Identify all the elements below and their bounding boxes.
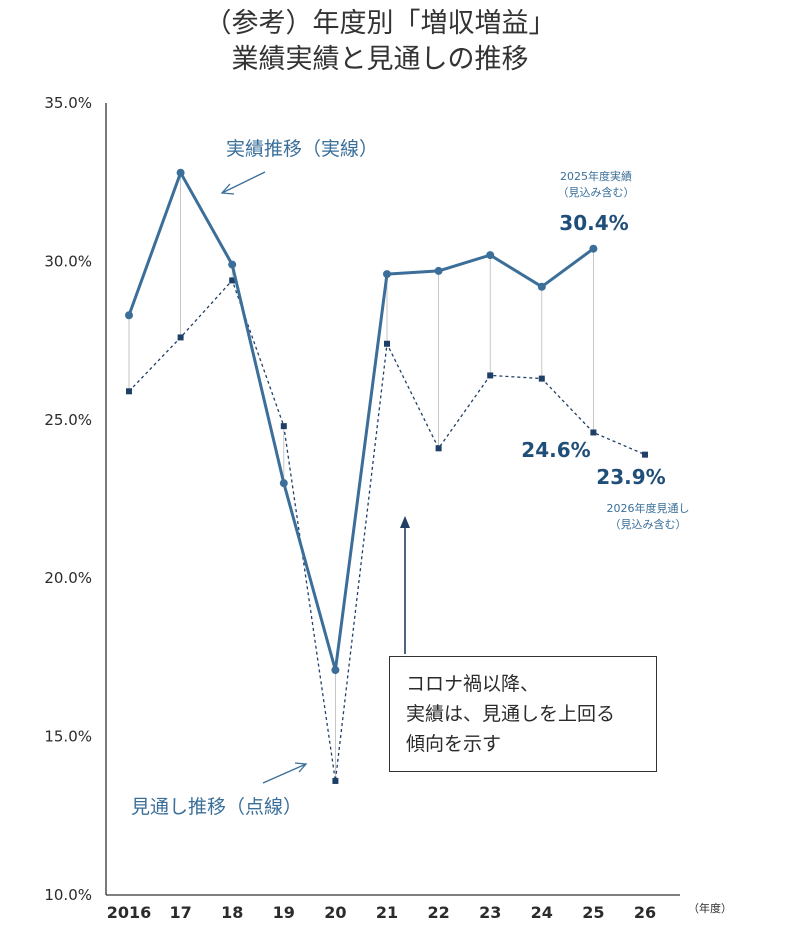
forecast-point xyxy=(280,423,287,430)
forecast-point xyxy=(642,451,648,458)
actual-point xyxy=(434,266,443,275)
note-line-2: 実績は、見通しを上回る xyxy=(406,703,616,725)
y-tick-label: 20.0% xyxy=(44,569,92,587)
forecast-arrow-icon xyxy=(262,762,308,784)
forecast-point xyxy=(435,445,442,452)
actual-point xyxy=(279,479,288,488)
x-tick-label: 21 xyxy=(376,903,398,922)
forecast-2026-title: 2026年度見通し xyxy=(607,501,690,515)
actual-point xyxy=(486,251,495,260)
x-tick-label: 24 xyxy=(531,903,553,922)
note-line-3: 傾向を示す xyxy=(406,733,502,755)
actual-point xyxy=(383,270,391,279)
chart-axes xyxy=(105,103,680,896)
forecast-point xyxy=(384,340,390,347)
note-arrow-icon xyxy=(400,516,410,654)
actual-arrow-icon xyxy=(220,171,266,195)
y-tick-label: 35.0% xyxy=(44,94,92,112)
actual-series-label: 実績推移（実線） xyxy=(226,138,378,160)
actual-point xyxy=(125,311,133,320)
forecast-point xyxy=(332,777,339,784)
forecast-point xyxy=(177,334,184,341)
actual-2025-subtitle: （見込み含む） xyxy=(558,185,635,199)
actual-point xyxy=(228,260,237,269)
actual-2025-value: 30.4% xyxy=(559,211,628,235)
forecast-2026-subtitle: （見込み含む） xyxy=(610,517,687,531)
chart-title: （参考）年度別「増収増益」 業績実績と見通しの推移 xyxy=(130,6,630,78)
series-layer xyxy=(125,168,648,784)
forecast-2025-value: 24.6% xyxy=(521,438,590,462)
forecast-point xyxy=(487,372,494,379)
chart-title-line-1: （参考）年度別「増収増益」 xyxy=(204,8,556,39)
x-tick-label: 19 xyxy=(273,903,295,922)
actual-point xyxy=(176,168,185,177)
actual-series-line xyxy=(127,171,595,672)
x-tick-label: 25 xyxy=(582,903,604,922)
forecast-point xyxy=(590,429,597,436)
forecast-point xyxy=(538,375,545,382)
forecast-2026-value: 23.9% xyxy=(596,465,665,489)
y-tick-label: 10.0% xyxy=(44,886,92,904)
x-tick-label: 20 xyxy=(324,903,346,922)
note-line-1: コロナ禍以降、 xyxy=(406,673,540,695)
actual-2025-title: 2025年度実績 xyxy=(560,169,632,183)
chart-title-line-2: 業績実績と見通しの推移 xyxy=(231,44,529,75)
actual-point xyxy=(537,282,546,291)
gap-lines xyxy=(128,172,594,781)
note-box: コロナ禍以降、 実績は、見通しを上回る 傾向を示す xyxy=(389,656,657,772)
actual-point xyxy=(589,244,598,253)
x-tick-label: 26 xyxy=(634,903,656,922)
y-tick-label: 25.0% xyxy=(44,411,92,429)
y-axis-ticks: 35.0% 30.0% 25.0% 20.0% 15.0% 10.0% xyxy=(44,94,92,904)
x-tick-label: 2016 xyxy=(107,903,152,922)
forecast-point xyxy=(229,277,236,284)
forecast-series-label: 見通し推移（点線） xyxy=(131,796,302,818)
x-axis-unit-label: （年度） xyxy=(688,901,732,915)
y-tick-label: 30.0% xyxy=(44,252,92,270)
y-tick-label: 15.0% xyxy=(44,728,92,746)
x-tick-label: 23 xyxy=(479,903,501,922)
x-tick-label: 22 xyxy=(427,903,449,922)
x-axis-ticks: 2016 17 18 19 20 21 22 23 24 25 26 xyxy=(107,903,656,922)
actual-point xyxy=(331,666,340,675)
x-tick-label: 17 xyxy=(169,903,191,922)
forecast-point xyxy=(126,388,132,395)
x-tick-label: 18 xyxy=(221,903,243,922)
